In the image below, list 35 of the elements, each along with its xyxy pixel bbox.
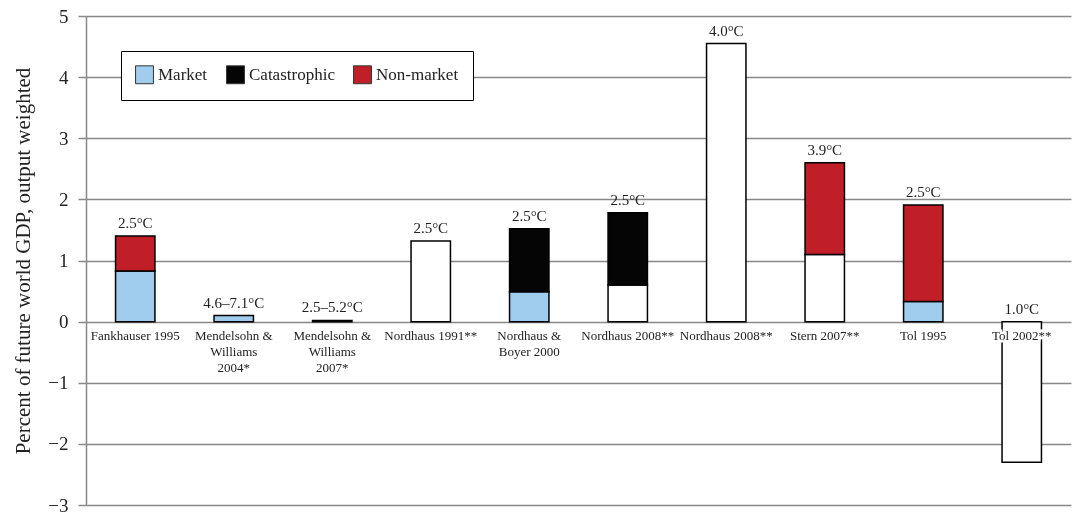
y-tick-label: 5	[59, 5, 69, 27]
y-tick-label: 4	[59, 66, 69, 88]
legend-label: Market	[158, 64, 208, 84]
legend-label: Catastrophic	[249, 64, 336, 84]
annotation: 2.5°C	[511, 207, 547, 224]
annotation: 4.6–7.1°C	[203, 294, 265, 311]
y-tick-label: −1	[48, 372, 69, 394]
x-tick-label: Stern 2007**	[789, 327, 860, 343]
y-axis-title: Percent of future world GDP, output weighted	[11, 67, 36, 455]
x-tick-label: Mendelsohn & Williams 2004*	[194, 327, 273, 375]
y-tick-label: 0	[59, 311, 69, 333]
annotation: 2.5°C	[117, 215, 153, 232]
x-tick-label: Fankhauser 1995	[90, 327, 180, 343]
legend-label: Non-market	[376, 64, 459, 84]
y-tick-label: 3	[59, 127, 69, 149]
annotation: 1.0°C	[1004, 300, 1040, 317]
annotation: 3.9°C	[807, 141, 843, 158]
annotation: 2.5°C	[905, 183, 941, 200]
x-tick-label: Nordhaus 1991**	[384, 327, 478, 343]
y-tick-label: 1	[59, 250, 69, 271]
y-tick-label: −3	[48, 494, 69, 516]
x-tick-label: Tol 1995	[900, 327, 947, 343]
annotation: 4.0°C	[708, 22, 744, 39]
x-tick-label: Nordhaus & Boyer 2000	[497, 327, 562, 359]
bar	[705, 42, 747, 323]
x-tick-label: Nordhaus 2008**	[679, 327, 773, 343]
x-tick-label: Nordhaus 2008**	[581, 327, 675, 343]
y-tick-label: 2	[59, 188, 69, 210]
annotation: 2.5°C	[413, 219, 449, 236]
annotation: 2.5°C	[610, 191, 646, 208]
bar	[410, 240, 452, 323]
x-tick-label: Mendelsohn & Williams 2007*	[293, 327, 372, 375]
bar	[213, 314, 255, 323]
y-tick-label: −2	[48, 433, 69, 455]
annotation: 2.5–5.2°C	[301, 299, 363, 316]
